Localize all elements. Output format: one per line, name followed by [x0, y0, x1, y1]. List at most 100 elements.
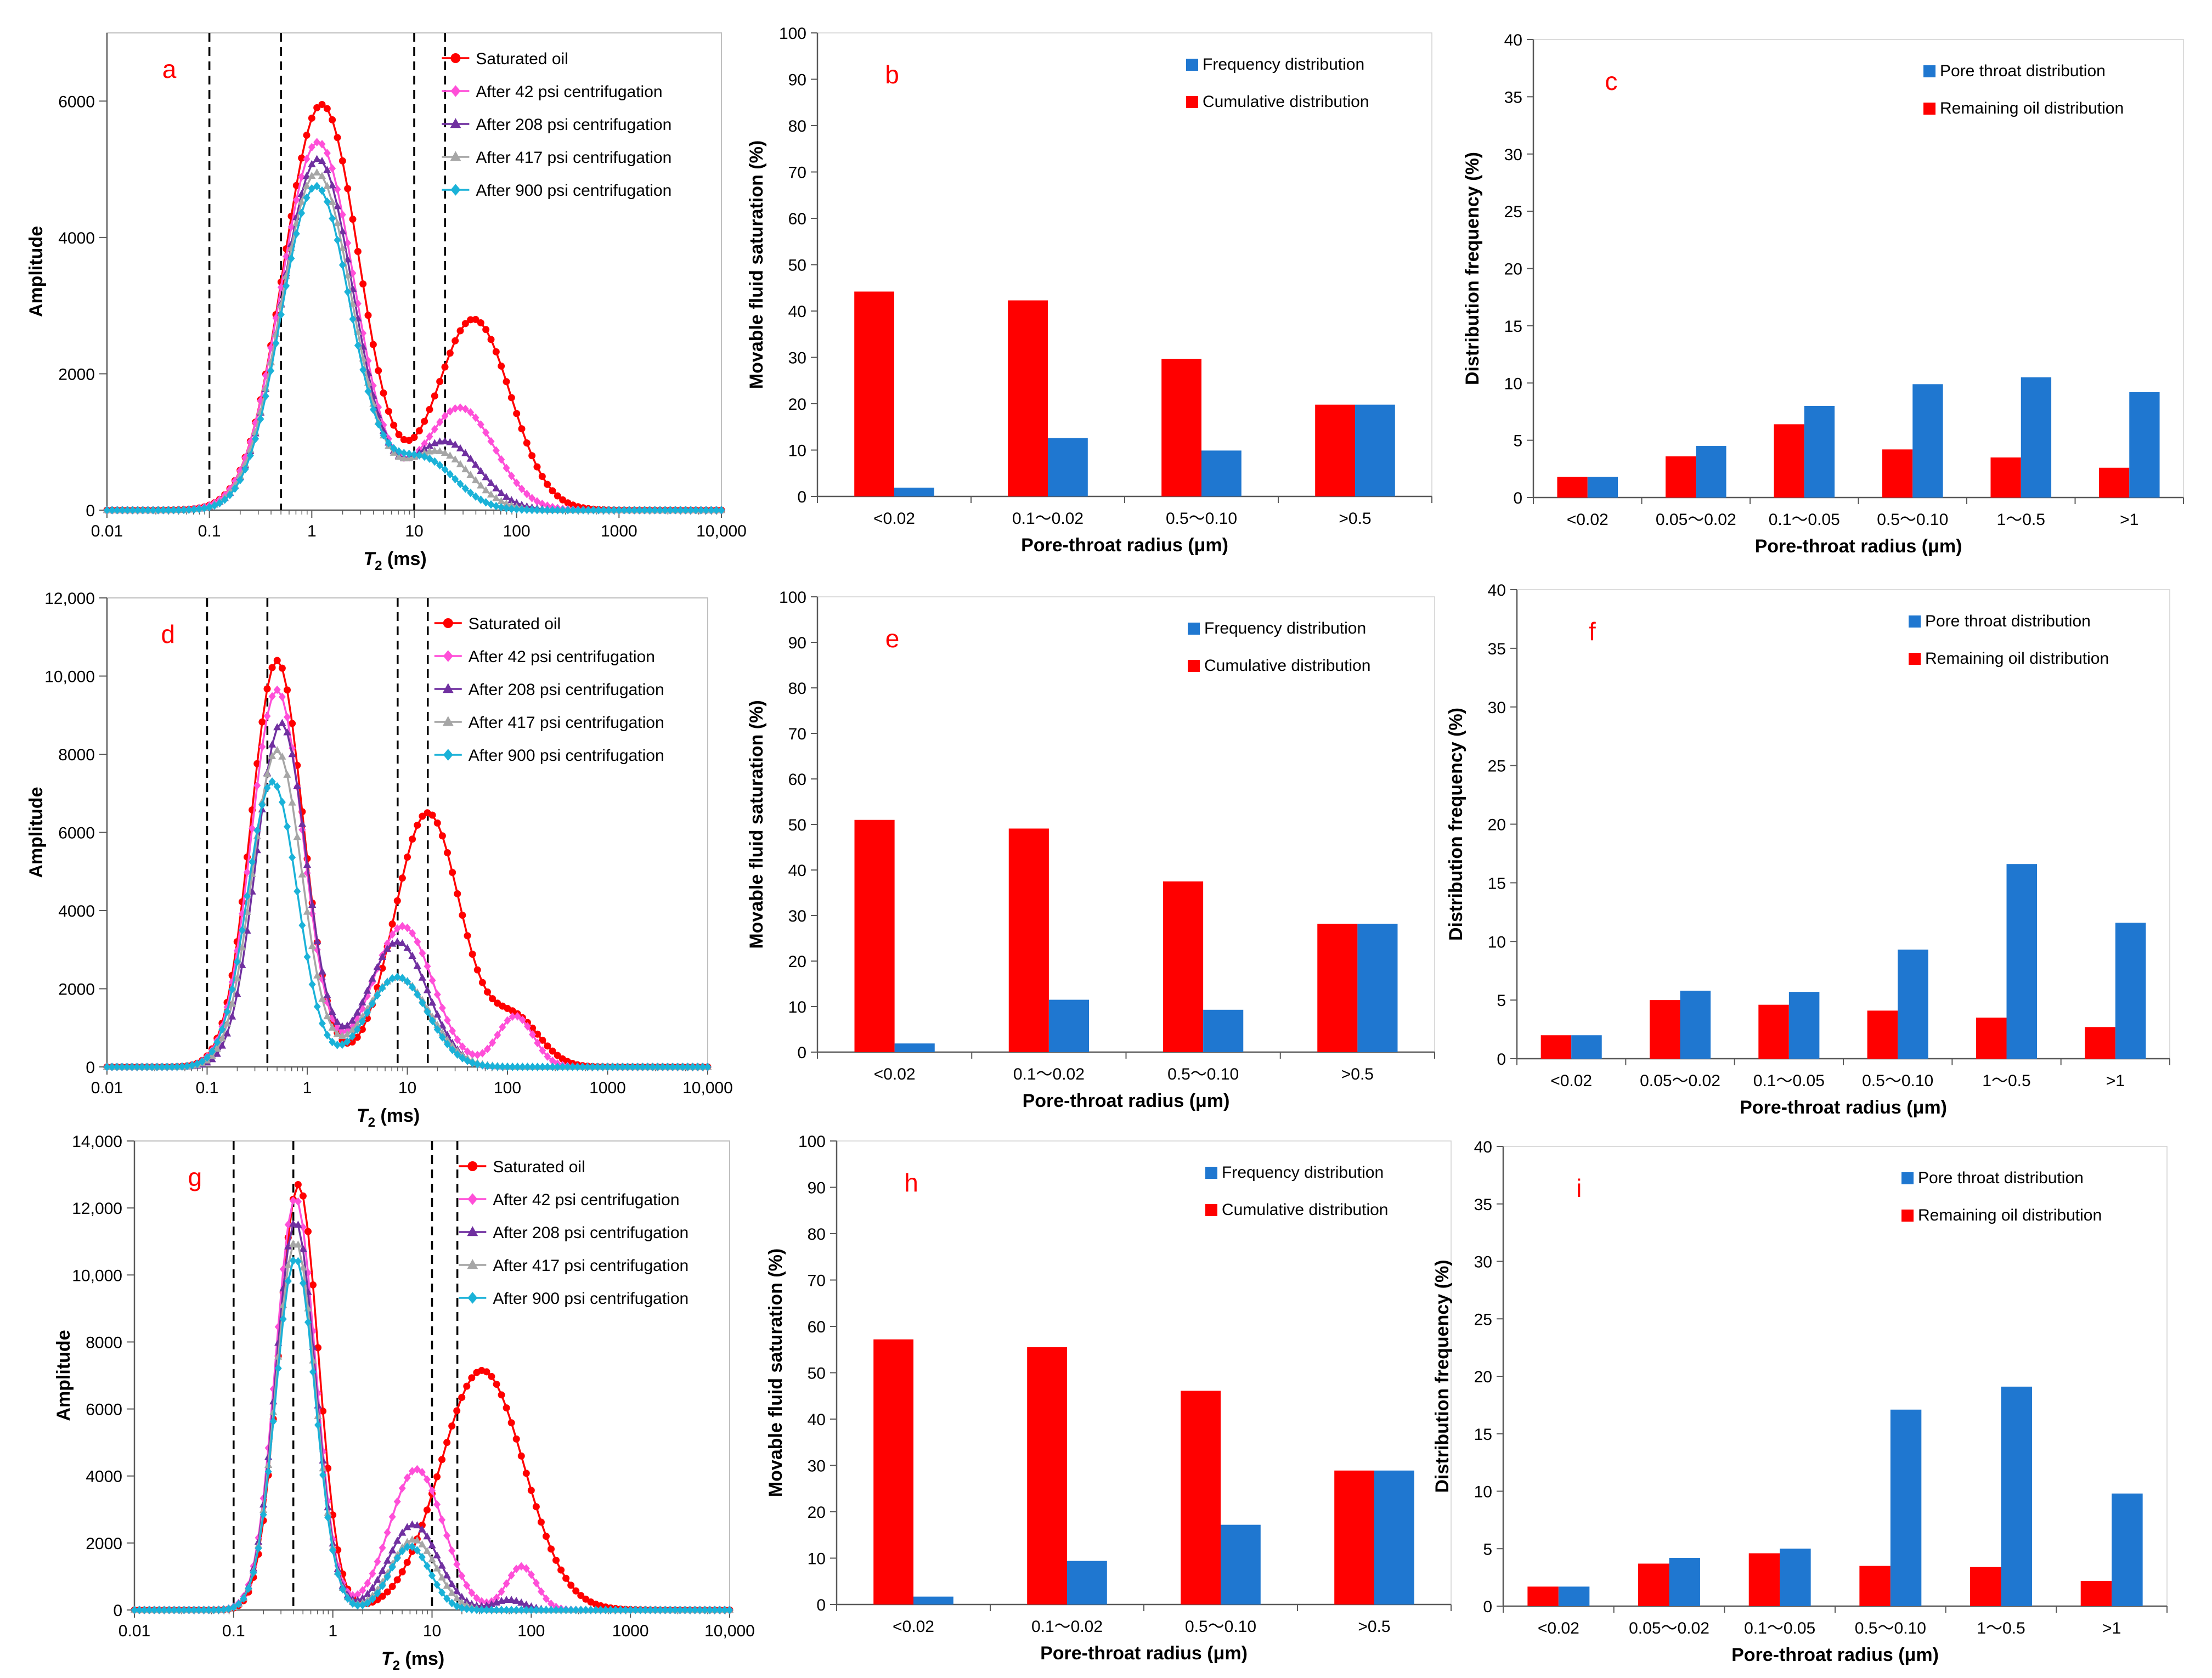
- y-tick-label: 4000: [58, 229, 95, 247]
- data-point: [289, 1239, 297, 1247]
- data-point: [418, 1467, 426, 1477]
- data-point: [385, 408, 392, 415]
- data-point: [175, 505, 183, 515]
- data-point: [492, 501, 500, 511]
- data-point: [348, 1016, 357, 1024]
- data-point: [304, 1318, 312, 1327]
- data-point: [672, 1606, 679, 1614]
- data-point: [393, 897, 401, 905]
- y-tick-label: 5: [1483, 1540, 1492, 1558]
- data-point: [334, 1569, 342, 1578]
- x-axis-label: Pore-throat radius (μm): [1040, 1643, 1248, 1664]
- data-point: [492, 348, 500, 355]
- y-tick-label: 20: [1504, 261, 1522, 279]
- data-point: [374, 991, 381, 1000]
- data-point: [408, 1542, 416, 1551]
- data-point: [458, 1603, 466, 1612]
- data-point: [138, 1063, 146, 1071]
- data-point: [379, 1543, 386, 1552]
- data-point: [456, 403, 464, 412]
- x-tick-label: 1〜0.5: [1982, 1072, 2030, 1090]
- y-tick-label: 30: [1504, 146, 1522, 164]
- x-tick-label: <0.02: [873, 510, 915, 528]
- data-point: [517, 1562, 525, 1571]
- data-point: [216, 499, 223, 508]
- data-point: [228, 985, 236, 994]
- data-point: [507, 1596, 516, 1603]
- data-point: [453, 1594, 461, 1602]
- data-point: [223, 1029, 232, 1037]
- data-point: [426, 454, 433, 463]
- data-point: [448, 1580, 456, 1587]
- data-point: [393, 1536, 402, 1544]
- legend-swatch: [1923, 103, 1936, 115]
- data-point: [200, 1606, 208, 1614]
- data-point: [414, 937, 421, 946]
- data-point: [514, 1012, 521, 1021]
- data-point: [542, 1606, 550, 1614]
- y-axis-label: Amplitude: [26, 787, 47, 878]
- y-tick-label: 40: [808, 1411, 826, 1429]
- data-point: [359, 329, 367, 338]
- legend-swatch: [1205, 1204, 1217, 1216]
- data-point: [433, 1025, 441, 1034]
- data-point: [697, 506, 705, 515]
- data-point: [542, 1533, 550, 1540]
- data-point: [358, 1026, 366, 1033]
- legend-label: After 208 psi centrifugation: [493, 1224, 689, 1242]
- data-point: [423, 986, 432, 993]
- data-point: [323, 166, 331, 173]
- data-point: [443, 1439, 451, 1447]
- data-point: [528, 494, 536, 502]
- legend-marker: [467, 1226, 478, 1236]
- legend-swatch: [1188, 623, 1200, 635]
- legend-label: After 42 psi centrifugation: [469, 648, 655, 666]
- legend-label: Remaining oil distribution: [1940, 99, 2124, 117]
- data-point: [113, 1063, 121, 1071]
- data-point: [549, 1047, 556, 1055]
- data-point: [223, 1019, 232, 1027]
- data-point: [507, 504, 515, 513]
- data-point: [313, 182, 321, 191]
- data-point: [539, 1036, 546, 1044]
- x-tick-label: 1〜0.5: [1977, 1619, 2025, 1637]
- data-point: [165, 506, 172, 515]
- data-point: [303, 907, 312, 915]
- data-point: [364, 1008, 371, 1018]
- data-point: [441, 363, 449, 371]
- data-point: [308, 143, 315, 152]
- data-point: [646, 1606, 654, 1614]
- data-point: [707, 506, 715, 515]
- data-point: [538, 506, 546, 515]
- data-point: [423, 1532, 431, 1540]
- data-point: [185, 1606, 193, 1614]
- bar-red: [1008, 300, 1048, 496]
- data-point: [514, 1063, 521, 1071]
- data-point: [549, 1063, 556, 1071]
- data-point: [456, 460, 465, 467]
- data-point: [354, 299, 362, 308]
- data-point: [343, 1037, 351, 1046]
- x-tick-label: >0.5: [1358, 1618, 1390, 1636]
- data-point: [353, 1008, 362, 1016]
- x-tick-label: 0.01: [91, 1079, 123, 1097]
- legend-marker: [450, 118, 461, 128]
- data-point: [388, 930, 396, 939]
- y-tick-label: 20: [788, 396, 806, 414]
- data-point: [444, 849, 451, 857]
- y-tick-label: 40: [788, 303, 806, 321]
- y-tick-label: 10: [1474, 1483, 1492, 1501]
- data-point: [609, 1063, 617, 1071]
- data-point: [358, 998, 366, 1005]
- data-point: [473, 1060, 481, 1069]
- data-point: [503, 1579, 510, 1588]
- data-point: [272, 314, 280, 323]
- data-point: [284, 822, 291, 831]
- data-point: [574, 506, 582, 515]
- data-point: [425, 442, 434, 449]
- data-point: [477, 319, 484, 326]
- legend-marker: [450, 184, 461, 196]
- data-point: [436, 447, 444, 455]
- data-point: [498, 503, 505, 512]
- y-tick-label: 80: [808, 1225, 826, 1244]
